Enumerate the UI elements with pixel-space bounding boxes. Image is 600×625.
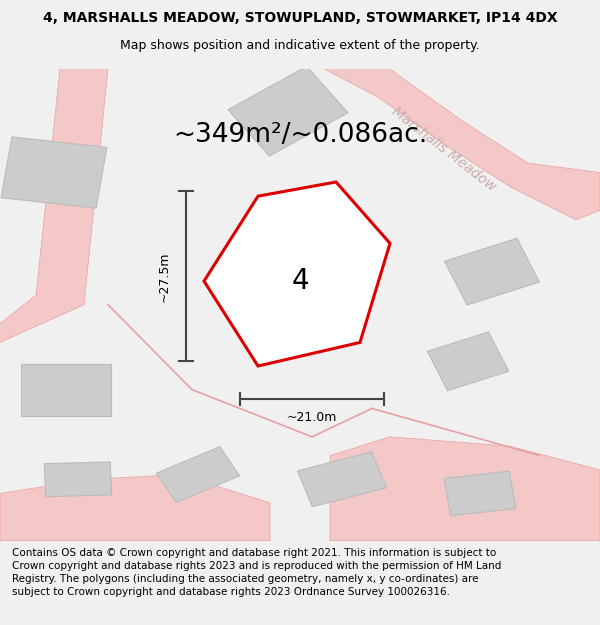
Polygon shape — [298, 452, 386, 507]
Polygon shape — [0, 69, 108, 343]
Text: 4, MARSHALLS MEADOW, STOWUPLAND, STOWMARKET, IP14 4DX: 4, MARSHALLS MEADOW, STOWUPLAND, STOWMAR… — [43, 11, 557, 24]
Polygon shape — [228, 66, 348, 156]
Polygon shape — [44, 462, 112, 497]
Polygon shape — [222, 201, 372, 352]
Polygon shape — [0, 474, 270, 541]
Text: ~27.5m: ~27.5m — [158, 251, 171, 302]
Polygon shape — [445, 238, 539, 305]
Polygon shape — [324, 36, 600, 220]
Text: Map shows position and indicative extent of the property.: Map shows position and indicative extent… — [120, 39, 480, 51]
Text: 4: 4 — [291, 267, 309, 295]
Text: ~349m²/~0.086ac.: ~349m²/~0.086ac. — [173, 122, 427, 148]
Polygon shape — [204, 182, 390, 366]
Text: ~21.0m: ~21.0m — [287, 411, 337, 424]
Polygon shape — [427, 332, 509, 391]
Polygon shape — [157, 447, 239, 503]
Polygon shape — [330, 437, 600, 541]
Polygon shape — [1, 137, 107, 208]
Polygon shape — [444, 471, 516, 516]
Text: Contains OS data © Crown copyright and database right 2021. This information is : Contains OS data © Crown copyright and d… — [12, 548, 502, 598]
Text: Marshalls Meadow: Marshalls Meadow — [389, 104, 499, 194]
Polygon shape — [21, 364, 111, 416]
